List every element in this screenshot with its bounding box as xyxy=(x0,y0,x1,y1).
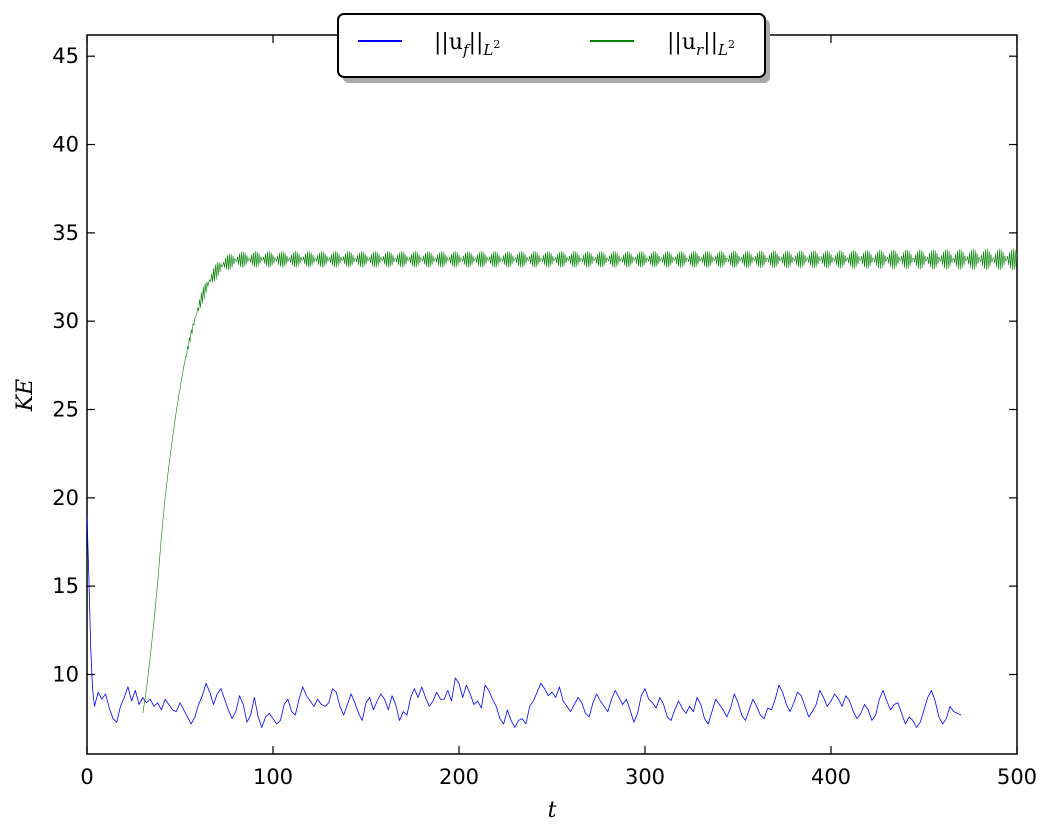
y-tick-label: 30 xyxy=(52,309,79,333)
y-tick-label: 10 xyxy=(52,663,79,687)
y-tick-label: 40 xyxy=(52,133,79,157)
x-tick-label: 300 xyxy=(625,765,665,789)
x-tick-label: 100 xyxy=(253,765,293,789)
legend: ||uf||L2 ||ur||L2 xyxy=(337,13,770,83)
x-axis-label: t xyxy=(548,798,557,823)
legend-box xyxy=(337,13,766,78)
legend-label-ur: ||ur||L2 xyxy=(667,30,735,59)
y-tick-label: 20 xyxy=(52,486,79,510)
y-tick-label: 25 xyxy=(52,398,79,422)
y-tick-label: 45 xyxy=(52,44,79,68)
series-line-uf xyxy=(86,515,962,728)
plot-area xyxy=(86,34,1018,755)
legend-label-uf: ||uf||L2 xyxy=(434,30,500,59)
y-axis-label: KE xyxy=(13,379,38,413)
y-tick-label: 15 xyxy=(52,574,79,598)
x-axis-ticks: 0 100 200 300 400 500 xyxy=(80,35,1037,789)
y-axis-ticks: 10 15 20 25 30 35 40 45 xyxy=(52,44,1017,687)
x-tick-label: 500 xyxy=(997,765,1037,789)
series-layer xyxy=(86,248,1018,728)
y-tick-label: 35 xyxy=(52,221,79,245)
series-line-ur xyxy=(142,248,1018,714)
x-tick-label: 200 xyxy=(439,765,479,789)
x-tick-label: 0 xyxy=(80,765,93,789)
x-tick-label: 400 xyxy=(811,765,851,789)
